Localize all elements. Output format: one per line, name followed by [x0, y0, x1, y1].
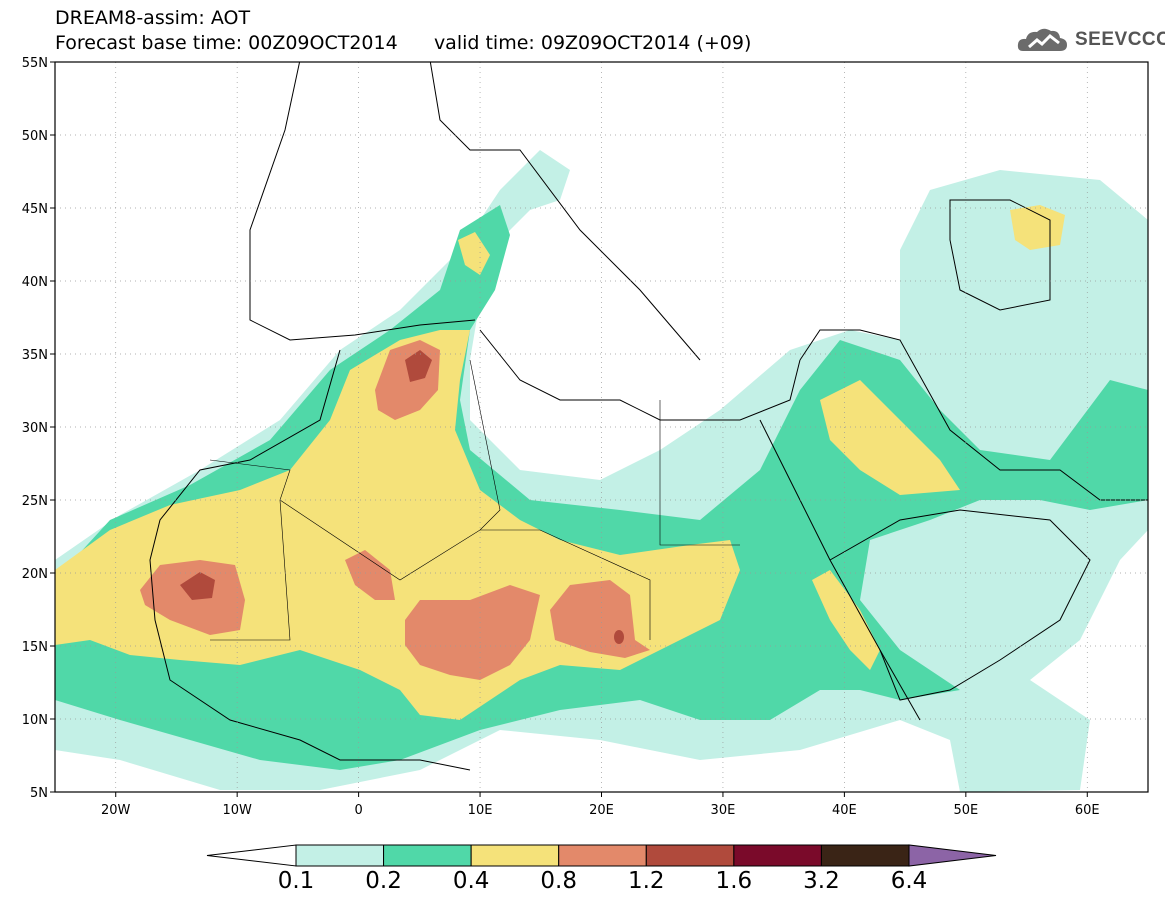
lon-label: 20W	[101, 803, 131, 818]
coastlines	[149, 62, 1148, 771]
lon-label: 10W	[222, 803, 252, 818]
colorbar-swatch	[295, 844, 385, 867]
seevccc-logo: SEEVCCC	[1015, 23, 1165, 59]
lat-label: 15N	[22, 640, 48, 655]
colorbar-level-label: 3.2	[803, 868, 840, 894]
logo-text: SEEVCCC	[1075, 29, 1165, 50]
colorbar-level-label: 1.2	[627, 868, 665, 894]
aot-band-0.8-mali	[345, 550, 395, 600]
aot-band-1.2-mauritania	[180, 572, 215, 600]
lon-axis: 20W 10W 0 10E 20E 30E 40E 50E 60E	[101, 792, 1100, 818]
lat-label: 35N	[22, 348, 48, 363]
colorbar-under-arrow	[206, 844, 297, 867]
lat-label: 55N	[22, 56, 48, 71]
lat-label: 30N	[22, 421, 48, 436]
valid-time-text: valid time: 09Z09OCT2014 (+09)	[433, 32, 752, 54]
colorbar-over-arrow	[908, 844, 997, 867]
colorbar-level-label: 0.8	[540, 868, 577, 894]
aot-band-1.2-chad	[614, 630, 624, 644]
lat-label: 10N	[22, 713, 48, 728]
lon-label: 30E	[711, 803, 736, 818]
lon-label: 0	[354, 803, 362, 818]
colorbar-swatch	[558, 844, 647, 867]
lon-label: 50E	[953, 803, 978, 818]
colorbar-level-label: 0.1	[277, 868, 315, 894]
aot-field	[55, 150, 1148, 792]
aot-band-0.4-redsea	[812, 570, 880, 670]
colorbar-level-label: 1.6	[715, 868, 753, 894]
aot-band-1.2-algeria	[405, 350, 432, 382]
colorbar-swatch	[645, 844, 735, 867]
lon-label: 10E	[468, 803, 493, 818]
aot-band-0.4-arabia	[820, 380, 960, 495]
lat-label: 20N	[22, 567, 48, 582]
colorbar-level-label: 0.4	[452, 868, 490, 894]
colorbar-swatch	[470, 844, 560, 867]
cloud-icon	[1017, 28, 1067, 51]
lat-label: 50N	[22, 129, 48, 144]
map-subtitle: Forecast base time: 00Z09OCT2014 valid t…	[55, 33, 751, 54]
colorbar-swatch	[820, 844, 910, 867]
colorbar-swatch	[383, 844, 472, 867]
map-title: DREAM8-assim: AOT	[55, 7, 251, 29]
lat-label: 25N	[22, 494, 48, 509]
aot-band-0.4-sardinia	[458, 232, 490, 275]
colorbar-swatch	[733, 844, 822, 867]
colorbar-level-label: 0.2	[365, 868, 402, 894]
lat-axis: 55N 50N 45N 40N 35N 30N 25N 20N 15N 10N 5N	[22, 56, 55, 801]
aot-band-0.4-caspian	[1010, 205, 1065, 250]
lat-label: 5N	[30, 786, 48, 801]
lat-label: 45N	[22, 202, 48, 217]
lat-label: 40N	[22, 275, 48, 290]
colorbar-level-label: 6.4	[890, 868, 928, 894]
lon-label: 40E	[832, 803, 857, 818]
aot-band-0.8-chad	[550, 580, 650, 658]
aot-band-0.8-niger	[405, 585, 540, 680]
colorbar	[206, 844, 997, 867]
lon-label: 20E	[589, 803, 614, 818]
base-time-text: Forecast base time: 00Z09OCT2014	[55, 32, 398, 54]
lon-label: 60E	[1075, 803, 1100, 818]
